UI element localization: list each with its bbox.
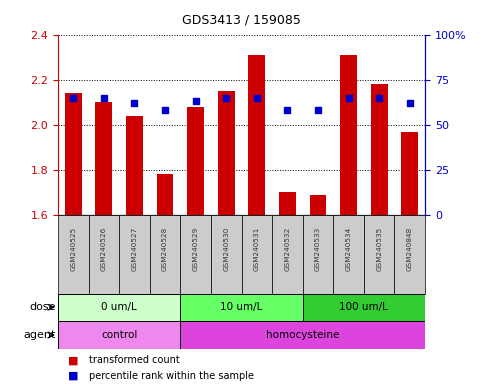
Bar xyxy=(218,91,235,215)
Point xyxy=(70,95,77,101)
Point xyxy=(314,107,322,113)
Bar xyxy=(272,215,303,294)
Text: transformed count: transformed count xyxy=(89,355,180,365)
Bar xyxy=(180,321,425,349)
Point xyxy=(284,107,291,113)
Text: GSM240529: GSM240529 xyxy=(193,227,199,271)
Bar xyxy=(303,215,333,294)
Bar xyxy=(150,215,180,294)
Text: GSM240530: GSM240530 xyxy=(223,227,229,271)
Bar xyxy=(364,215,395,294)
Bar xyxy=(187,107,204,215)
Bar xyxy=(58,321,180,349)
Point xyxy=(375,95,383,101)
Bar xyxy=(180,215,211,294)
Bar xyxy=(310,195,327,215)
Point xyxy=(130,100,138,106)
Text: 100 um/L: 100 um/L xyxy=(340,302,388,312)
Text: ■: ■ xyxy=(68,371,78,381)
Point xyxy=(100,95,108,101)
Text: GSM240533: GSM240533 xyxy=(315,227,321,271)
Point xyxy=(253,95,261,101)
Bar xyxy=(96,102,112,215)
Text: dose: dose xyxy=(29,302,56,312)
Text: ■: ■ xyxy=(68,355,78,365)
Point xyxy=(161,107,169,113)
Text: agent: agent xyxy=(23,330,56,340)
Bar xyxy=(119,215,150,294)
Point xyxy=(192,98,199,104)
Bar xyxy=(371,84,387,215)
Text: GSM240527: GSM240527 xyxy=(131,227,138,271)
Bar xyxy=(333,215,364,294)
Text: control: control xyxy=(101,330,137,340)
Bar xyxy=(248,55,265,215)
Bar xyxy=(180,294,303,321)
Text: GSM240526: GSM240526 xyxy=(101,227,107,271)
Point xyxy=(222,95,230,101)
Bar xyxy=(65,93,82,215)
Bar xyxy=(279,192,296,215)
Text: 10 um/L: 10 um/L xyxy=(220,302,263,312)
Text: percentile rank within the sample: percentile rank within the sample xyxy=(89,371,255,381)
Text: GSM240532: GSM240532 xyxy=(284,227,290,271)
Text: GSM240848: GSM240848 xyxy=(407,227,413,271)
Text: GSM240535: GSM240535 xyxy=(376,227,382,271)
Text: homocysteine: homocysteine xyxy=(266,330,340,340)
Bar xyxy=(58,215,88,294)
Text: GSM240534: GSM240534 xyxy=(345,227,352,271)
Bar xyxy=(126,116,143,215)
Bar xyxy=(242,215,272,294)
Bar xyxy=(211,215,242,294)
Bar xyxy=(156,174,173,215)
Text: GDS3413 / 159085: GDS3413 / 159085 xyxy=(182,13,301,26)
Text: GSM240528: GSM240528 xyxy=(162,227,168,271)
Text: 0 um/L: 0 um/L xyxy=(101,302,137,312)
Text: GSM240525: GSM240525 xyxy=(70,227,76,271)
Text: GSM240531: GSM240531 xyxy=(254,227,260,271)
Point xyxy=(345,95,353,101)
Bar xyxy=(88,215,119,294)
Bar xyxy=(401,132,418,215)
Bar xyxy=(303,294,425,321)
Bar xyxy=(340,55,357,215)
Point xyxy=(406,100,413,106)
Bar xyxy=(58,294,180,321)
Bar xyxy=(395,215,425,294)
